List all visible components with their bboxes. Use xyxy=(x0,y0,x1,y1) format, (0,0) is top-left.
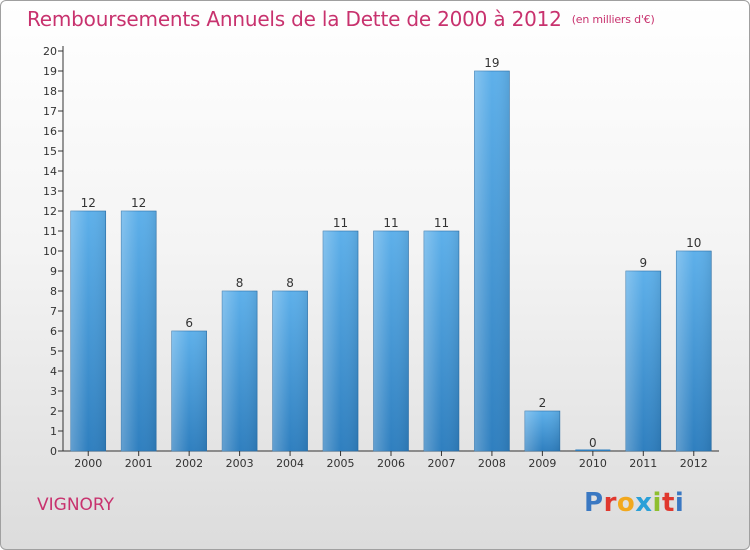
y-tick-label: 19 xyxy=(43,65,57,78)
chart-unit: (en milliers d'€) xyxy=(571,13,655,26)
bar-shine xyxy=(121,211,157,451)
data-label: 8 xyxy=(286,276,294,290)
data-label: 12 xyxy=(131,196,146,210)
data-label: 6 xyxy=(185,316,193,330)
bar-shine xyxy=(70,211,106,451)
bar-shine xyxy=(474,71,510,451)
x-tick-label: 2000 xyxy=(74,457,102,470)
y-tick-label: 9 xyxy=(50,265,57,278)
y-tick-label: 12 xyxy=(43,205,57,218)
logo-letter: P xyxy=(584,488,604,518)
proxiti-logo: Proxiti xyxy=(584,488,684,518)
data-label: 11 xyxy=(333,216,348,230)
y-tick-label: 2 xyxy=(50,405,57,418)
data-label: 8 xyxy=(236,276,244,290)
y-tick-label: 20 xyxy=(43,45,57,58)
y-tick-label: 8 xyxy=(50,285,57,298)
y-tick-label: 5 xyxy=(50,345,57,358)
y-tick-label: 18 xyxy=(43,85,57,98)
logo-letter: i xyxy=(674,488,685,518)
x-tick-label: 2004 xyxy=(276,457,304,470)
commune-name: VIGNORY xyxy=(37,495,115,515)
bar-shine xyxy=(222,291,258,451)
x-tick-label: 2002 xyxy=(175,457,203,470)
logo-letter: t xyxy=(661,488,675,518)
bar-shine xyxy=(373,231,409,451)
logo-letter: x xyxy=(635,488,653,518)
y-tick-label: 0 xyxy=(50,445,57,458)
data-label: 0 xyxy=(589,436,597,450)
logo-letter: o xyxy=(616,488,636,518)
bar xyxy=(575,449,611,451)
chart-title: Remboursements Annuels de la Dette de 20… xyxy=(27,7,655,31)
y-tick-label: 13 xyxy=(43,185,57,198)
y-tick-label: 16 xyxy=(43,125,57,138)
x-tick-label: 2003 xyxy=(226,457,254,470)
data-label: 10 xyxy=(686,236,701,250)
x-tick-label: 2007 xyxy=(427,457,455,470)
logo-letter: i xyxy=(652,488,662,518)
y-tick-label: 17 xyxy=(43,105,57,118)
y-tick-label: 6 xyxy=(50,325,57,338)
y-tick-label: 14 xyxy=(43,165,57,178)
bar-shine xyxy=(423,231,459,451)
data-label: 11 xyxy=(383,216,398,230)
y-tick-label: 3 xyxy=(50,385,57,398)
bar-shine xyxy=(272,291,308,451)
data-label: 12 xyxy=(81,196,96,210)
data-label: 9 xyxy=(639,256,647,270)
y-tick-label: 10 xyxy=(43,245,57,258)
x-tick-label: 2005 xyxy=(327,457,355,470)
data-label: 2 xyxy=(539,396,547,410)
bar-shine xyxy=(323,231,359,451)
x-tick-label: 2008 xyxy=(478,457,506,470)
bar-shine xyxy=(625,271,661,451)
x-tick-label: 2006 xyxy=(377,457,405,470)
bar-shine xyxy=(676,251,712,451)
x-tick-label: 2012 xyxy=(680,457,708,470)
data-label: 19 xyxy=(484,56,499,70)
y-tick-label: 11 xyxy=(43,225,57,238)
y-tick-label: 7 xyxy=(50,305,57,318)
bar-shine xyxy=(524,411,560,451)
y-tick-label: 15 xyxy=(43,145,57,158)
x-tick-label: 2001 xyxy=(125,457,153,470)
x-tick-label: 2010 xyxy=(579,457,607,470)
y-tick-label: 4 xyxy=(50,365,57,378)
data-label: 11 xyxy=(434,216,449,230)
bar-shine xyxy=(171,331,207,451)
logo-letter: r xyxy=(603,488,617,518)
chart-title-text: Remboursements Annuels de la Dette de 20… xyxy=(27,7,562,31)
x-tick-label: 2011 xyxy=(629,457,657,470)
y-tick-label: 1 xyxy=(50,425,57,438)
x-tick-label: 2009 xyxy=(528,457,556,470)
